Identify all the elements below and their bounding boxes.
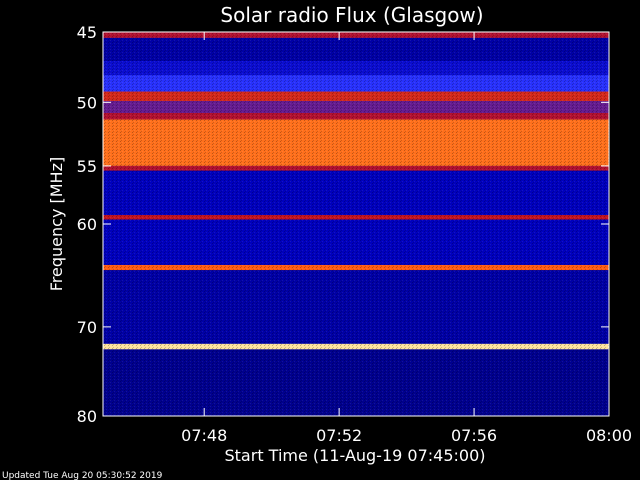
plot-area [102,31,610,417]
x-axis-label: Start Time (11-Aug-19 07:45:00) [225,446,486,465]
y-tick-label: 45 [77,23,97,42]
y-axis-ticks: 45 50 55 60 70 80 [77,23,609,426]
chart-title: Solar radio Flux (Glasgow) [220,3,483,27]
x-tick-label: 07:48 [181,426,227,445]
y-tick-label: 70 [77,318,97,337]
x-tick-label: 08:00 [586,426,632,445]
x-tick-label: 07:52 [316,426,362,445]
y-tick-label: 60 [77,215,97,234]
y-tick-label: 55 [77,157,97,176]
y-axis-label: Frequency [MHz] [47,157,66,291]
y-tick-label: 50 [77,93,97,112]
y-tick-label: 80 [77,407,97,426]
updated-timestamp: Updated Tue Aug 20 05:30:52 2019 [2,471,163,480]
x-tick-label: 07:56 [451,426,497,445]
x-axis-ticks: 07:48 07:52 07:56 08:00 [181,32,632,445]
spectrogram-texture [103,32,609,416]
